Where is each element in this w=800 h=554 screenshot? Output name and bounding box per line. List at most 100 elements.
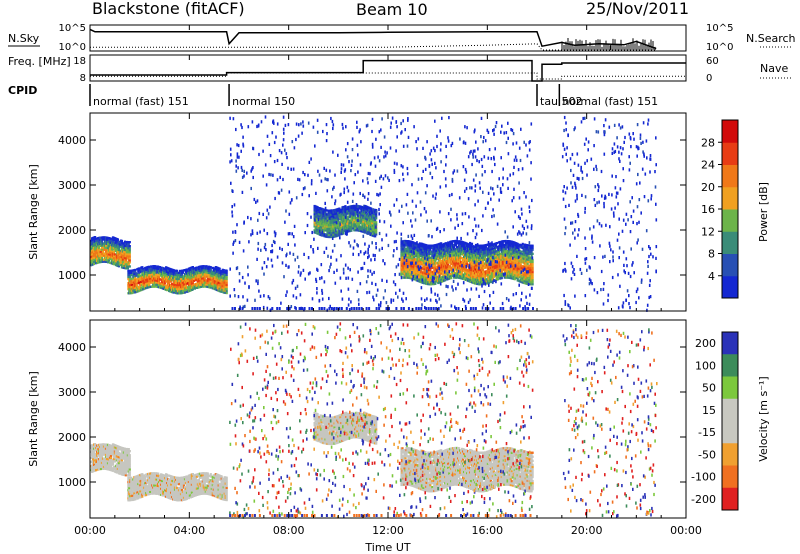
range-cell	[344, 205, 347, 208]
range-cell	[218, 281, 221, 285]
range-cell	[175, 277, 179, 281]
range-cell	[442, 271, 445, 274]
range-cell	[411, 265, 414, 268]
noise-cell	[325, 168, 328, 172]
noise-cell	[254, 298, 256, 302]
range-cell	[128, 241, 131, 244]
noise-cell	[512, 225, 514, 229]
range-cell	[508, 272, 511, 275]
range-cell	[173, 287, 177, 290]
range-cell	[450, 272, 453, 276]
range-cell	[485, 258, 488, 261]
range-cell	[100, 248, 104, 251]
range-cell	[209, 268, 212, 271]
noise-cell	[478, 181, 481, 185]
noise-cell	[393, 168, 396, 173]
range-cell	[336, 210, 339, 213]
range-cell	[370, 231, 373, 235]
range-cell	[171, 274, 174, 277]
range-cell	[370, 223, 373, 226]
range-cell	[401, 240, 404, 243]
noise-cell	[395, 265, 398, 269]
range-cell	[463, 251, 466, 254]
range-cell	[423, 282, 426, 285]
range-cell	[430, 283, 433, 286]
noise-cell	[372, 253, 375, 257]
noise-cell	[498, 198, 500, 202]
range-cell	[492, 259, 495, 262]
range-cell	[490, 246, 493, 249]
cpid-label: CPID	[8, 84, 37, 97]
noise-cell	[420, 286, 423, 290]
range-cell	[218, 267, 221, 270]
range-cell	[225, 285, 228, 289]
noise-cell	[255, 200, 257, 204]
range-cell	[131, 291, 134, 295]
range-cell	[368, 208, 371, 211]
range-cell	[487, 269, 490, 272]
noise-cell	[258, 152, 260, 157]
noise-cell	[289, 232, 291, 236]
range-cell	[443, 245, 446, 248]
noise-cell	[507, 152, 510, 156]
range-cell	[412, 241, 415, 244]
range-cell	[109, 237, 113, 240]
noise-cell	[405, 203, 408, 207]
range-cell	[500, 276, 503, 280]
noise-cell	[357, 244, 359, 248]
noise-cell	[356, 120, 358, 124]
noise-cell	[310, 157, 312, 161]
range-cell	[362, 218, 365, 221]
noise-cell	[473, 260, 476, 264]
range-cell	[422, 259, 425, 262]
noise-cell	[479, 186, 481, 190]
range-cell	[531, 266, 534, 270]
noise-left-tick-bottom: 10^0	[59, 42, 86, 53]
range-cell	[121, 258, 124, 261]
range-cell	[136, 272, 139, 275]
range-cell	[119, 257, 122, 260]
noise-cell	[294, 258, 296, 262]
range-cell	[515, 254, 518, 257]
range-cell	[405, 248, 408, 251]
range-cell	[436, 253, 439, 256]
noise-cell	[434, 272, 437, 276]
beam-title: Beam 10	[356, 0, 428, 19]
range-cell	[97, 247, 101, 250]
range-cell	[94, 246, 97, 249]
noise-cell	[462, 281, 465, 285]
range-cell	[225, 289, 228, 293]
range-cell	[365, 211, 368, 214]
range-cell	[130, 279, 133, 283]
range-cell	[316, 232, 319, 235]
range-cell	[122, 262, 125, 265]
noise-cell	[402, 299, 404, 303]
range-cell	[447, 243, 450, 246]
range-cell	[126, 245, 129, 248]
noise-cell	[362, 193, 364, 197]
noise-cell	[330, 262, 332, 266]
range-cell	[481, 270, 485, 274]
noise-cell	[330, 255, 332, 259]
noise-cell	[481, 164, 484, 168]
range-cell	[137, 286, 140, 289]
range-cell	[168, 279, 171, 282]
noise-cell	[267, 212, 270, 216]
range-cell	[413, 247, 416, 251]
noise-cell	[515, 158, 518, 162]
range-cell	[120, 239, 123, 243]
range-cell	[116, 238, 119, 241]
noise-cell	[466, 288, 468, 292]
range-cell	[327, 213, 330, 216]
range-cell	[474, 264, 478, 267]
range-cell	[225, 283, 228, 287]
range-cell	[332, 213, 335, 216]
noise-cell	[456, 236, 458, 240]
noise-cell	[467, 300, 470, 304]
range-cell	[128, 247, 131, 250]
range-cell	[340, 222, 343, 226]
range-cell	[494, 258, 497, 261]
range-cell	[418, 264, 421, 267]
noise-cell	[264, 115, 267, 119]
noise-cell	[528, 210, 531, 214]
